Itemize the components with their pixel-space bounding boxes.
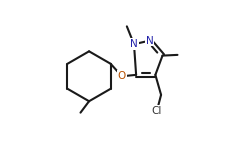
Text: N: N	[146, 36, 154, 46]
Text: Cl: Cl	[152, 106, 162, 116]
Text: O: O	[118, 71, 126, 81]
Text: N: N	[130, 39, 138, 49]
